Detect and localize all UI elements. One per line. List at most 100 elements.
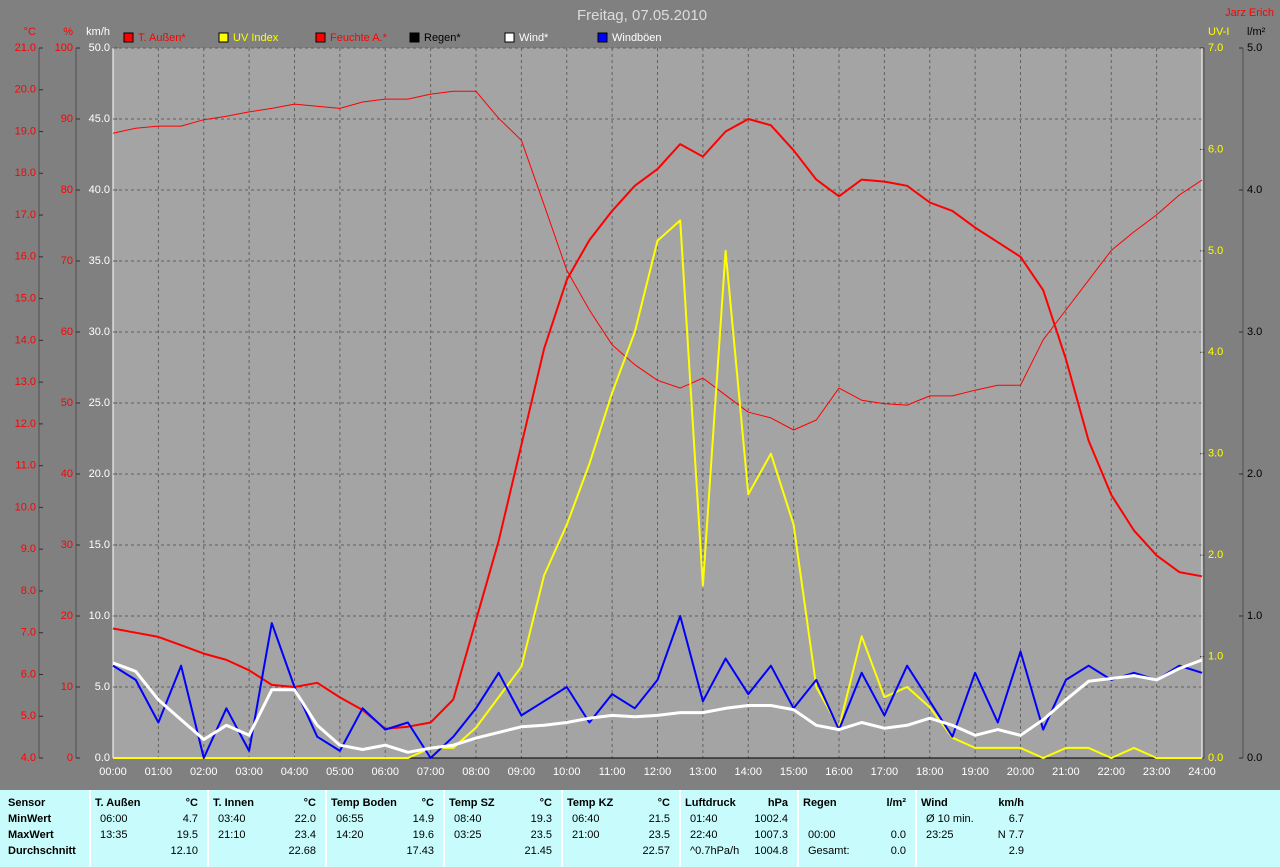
cell-time: 14:20 (336, 829, 364, 841)
author: Jarz Erich (1225, 7, 1274, 19)
y-tick-label: 25.0 (89, 397, 110, 409)
y-tick-label: 19.0 (15, 125, 36, 137)
chart-title: Freitag, 07.05.2010 (577, 7, 707, 24)
column-header: T. Innen (213, 797, 254, 809)
y-tick-label: 1.0 (1247, 610, 1262, 622)
x-tick-label: 04:00 (281, 766, 309, 778)
y-tick-label: 0.0 (1208, 752, 1223, 764)
y-tick-label: 10.0 (15, 501, 36, 513)
y-tick-label: 0 (67, 752, 73, 764)
y-tick-label: 18.0 (15, 167, 36, 179)
column-header: Regen (803, 797, 837, 809)
x-tick-label: 21:00 (1052, 766, 1080, 778)
y-tick-label: 13.0 (15, 376, 36, 388)
x-tick-label: 19:00 (961, 766, 989, 778)
column-header: Temp SZ (449, 797, 495, 809)
x-tick-label: 16:00 (825, 766, 853, 778)
series-line (112, 90, 1203, 431)
column-header: Wind (921, 797, 948, 809)
y-tick-label: 50.0 (89, 42, 110, 54)
y-tick-label: 3.0 (1247, 326, 1262, 338)
legend-label: Feuchte A.* (330, 32, 388, 44)
y-tick-label: 40 (61, 468, 73, 480)
x-tick-label: 06:00 (371, 766, 399, 778)
column-header: Temp Boden (331, 797, 397, 809)
y-tick-label: 10 (61, 681, 73, 693)
legend-swatch (123, 32, 134, 43)
cell-value: 6.7 (1009, 813, 1024, 825)
y-tick-label: 0.0 (95, 752, 110, 764)
cell-time: 08:40 (454, 813, 482, 825)
x-tick-label: 18:00 (916, 766, 944, 778)
legend-swatch (597, 32, 608, 43)
axis-title: °C (24, 26, 36, 38)
column-unit: °C (304, 797, 316, 809)
x-tick-label: 20:00 (1007, 766, 1035, 778)
y-tick-label: 20.0 (15, 84, 36, 96)
x-tick-label: 14:00 (734, 766, 762, 778)
cell-value: 23.4 (295, 829, 316, 841)
axis-title: km/h (86, 26, 110, 38)
x-tick-label: 22:00 (1097, 766, 1125, 778)
y-tick-label: 90 (61, 113, 73, 125)
y-tick-label: 21.0 (15, 42, 36, 54)
y-tick-label: 0.0 (1247, 752, 1262, 764)
column-unit: °C (422, 797, 434, 809)
legend-label: UV Index (233, 32, 279, 44)
cell-value: 22.68 (288, 845, 316, 857)
y-tick-label: 5.0 (1247, 42, 1262, 54)
row-label: Durchschnitt (8, 845, 76, 857)
cell-value: 14.9 (413, 813, 434, 825)
cell-time: 21:10 (218, 829, 246, 841)
legend-label: T. Außen* (138, 32, 186, 44)
y-tick-label: 40.0 (89, 184, 110, 196)
y-tick-label: 7.0 (21, 627, 36, 639)
axis-title: l/m² (1247, 26, 1266, 38)
x-tick-label: 00:00 (99, 766, 127, 778)
cell-value: 17.43 (406, 845, 434, 857)
cell-time: Gesamt: (808, 845, 850, 857)
y-tick-label: 45.0 (89, 113, 110, 125)
x-tick-label: 15:00 (780, 766, 808, 778)
cell-value: 21.45 (524, 845, 552, 857)
y-tick-label: 2.0 (1247, 468, 1262, 480)
y-tick-label: 80 (61, 184, 73, 196)
cell-time: ^0.7hPa/h (690, 845, 739, 857)
x-tick-label: 07:00 (417, 766, 445, 778)
y-tick-label: 15.0 (89, 539, 110, 551)
y-tick-label: 17.0 (15, 209, 36, 221)
y-tick-label: 4.0 (21, 752, 36, 764)
y-tick-label: 2.0 (1208, 549, 1223, 561)
y-tick-label: 60 (61, 326, 73, 338)
y-tick-label: 4.0 (1208, 346, 1223, 358)
axis-title: % (63, 26, 73, 38)
y-tick-label: 5.0 (21, 710, 36, 722)
cell-time: 00:00 (808, 829, 836, 841)
cell-value: 19.3 (531, 813, 552, 825)
cell-time: 03:40 (218, 813, 246, 825)
x-tick-label: 13:00 (689, 766, 717, 778)
cell-time: 06:55 (336, 813, 364, 825)
y-tick-label: 9.0 (21, 543, 36, 555)
x-tick-label: 08:00 (462, 766, 490, 778)
cell-time: Ø 10 min. (926, 813, 974, 825)
cell-value: 0.0 (891, 829, 906, 841)
y-tick-label: 20 (61, 610, 73, 622)
cell-time: 01:40 (690, 813, 718, 825)
axis-title: UV-I (1208, 26, 1229, 38)
cell-value: 19.5 (177, 829, 198, 841)
column-header: Luftdruck (685, 797, 737, 809)
x-tick-label: 09:00 (508, 766, 536, 778)
column-unit: °C (658, 797, 670, 809)
y-tick-label: 6.0 (21, 668, 36, 680)
cell-time: 06:40 (572, 813, 600, 825)
column-unit: l/m² (886, 797, 906, 809)
y-tick-label: 20.0 (89, 468, 110, 480)
row-label: MaxWert (8, 829, 54, 841)
cell-time: 22:40 (690, 829, 718, 841)
column-header: Temp KZ (567, 797, 614, 809)
y-tick-label: 8.0 (21, 585, 36, 597)
row-label: Sensor (8, 797, 46, 809)
legend-swatch (218, 32, 229, 43)
series-line (113, 219, 1202, 759)
